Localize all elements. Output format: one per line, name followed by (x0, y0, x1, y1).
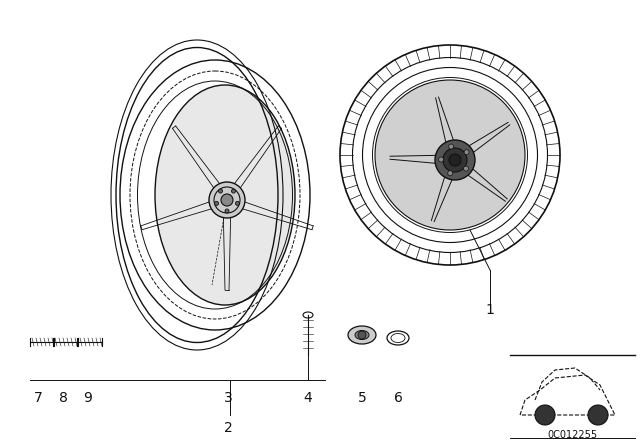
Text: 5: 5 (358, 391, 366, 405)
Circle shape (218, 189, 223, 193)
Circle shape (464, 150, 469, 155)
Text: 8: 8 (59, 391, 67, 405)
Circle shape (435, 140, 475, 180)
Circle shape (449, 144, 454, 149)
Circle shape (214, 202, 218, 205)
Circle shape (221, 194, 233, 206)
Text: 1: 1 (486, 303, 495, 317)
Circle shape (209, 182, 245, 218)
Circle shape (232, 189, 236, 193)
Circle shape (463, 166, 468, 171)
Circle shape (535, 405, 555, 425)
Circle shape (236, 202, 239, 205)
Circle shape (448, 171, 452, 176)
Ellipse shape (155, 85, 295, 305)
Text: 3: 3 (223, 391, 232, 405)
Text: 4: 4 (303, 391, 312, 405)
Circle shape (449, 154, 461, 166)
Circle shape (438, 157, 444, 162)
Circle shape (358, 331, 366, 339)
Circle shape (225, 209, 229, 213)
Text: 0C012255: 0C012255 (547, 430, 597, 440)
Circle shape (588, 405, 608, 425)
Ellipse shape (375, 80, 525, 230)
Text: 9: 9 (84, 391, 92, 405)
Text: 7: 7 (34, 391, 42, 405)
Circle shape (443, 148, 467, 172)
Text: 2: 2 (223, 421, 232, 435)
Ellipse shape (355, 331, 369, 340)
Text: 6: 6 (394, 391, 403, 405)
Ellipse shape (348, 326, 376, 344)
